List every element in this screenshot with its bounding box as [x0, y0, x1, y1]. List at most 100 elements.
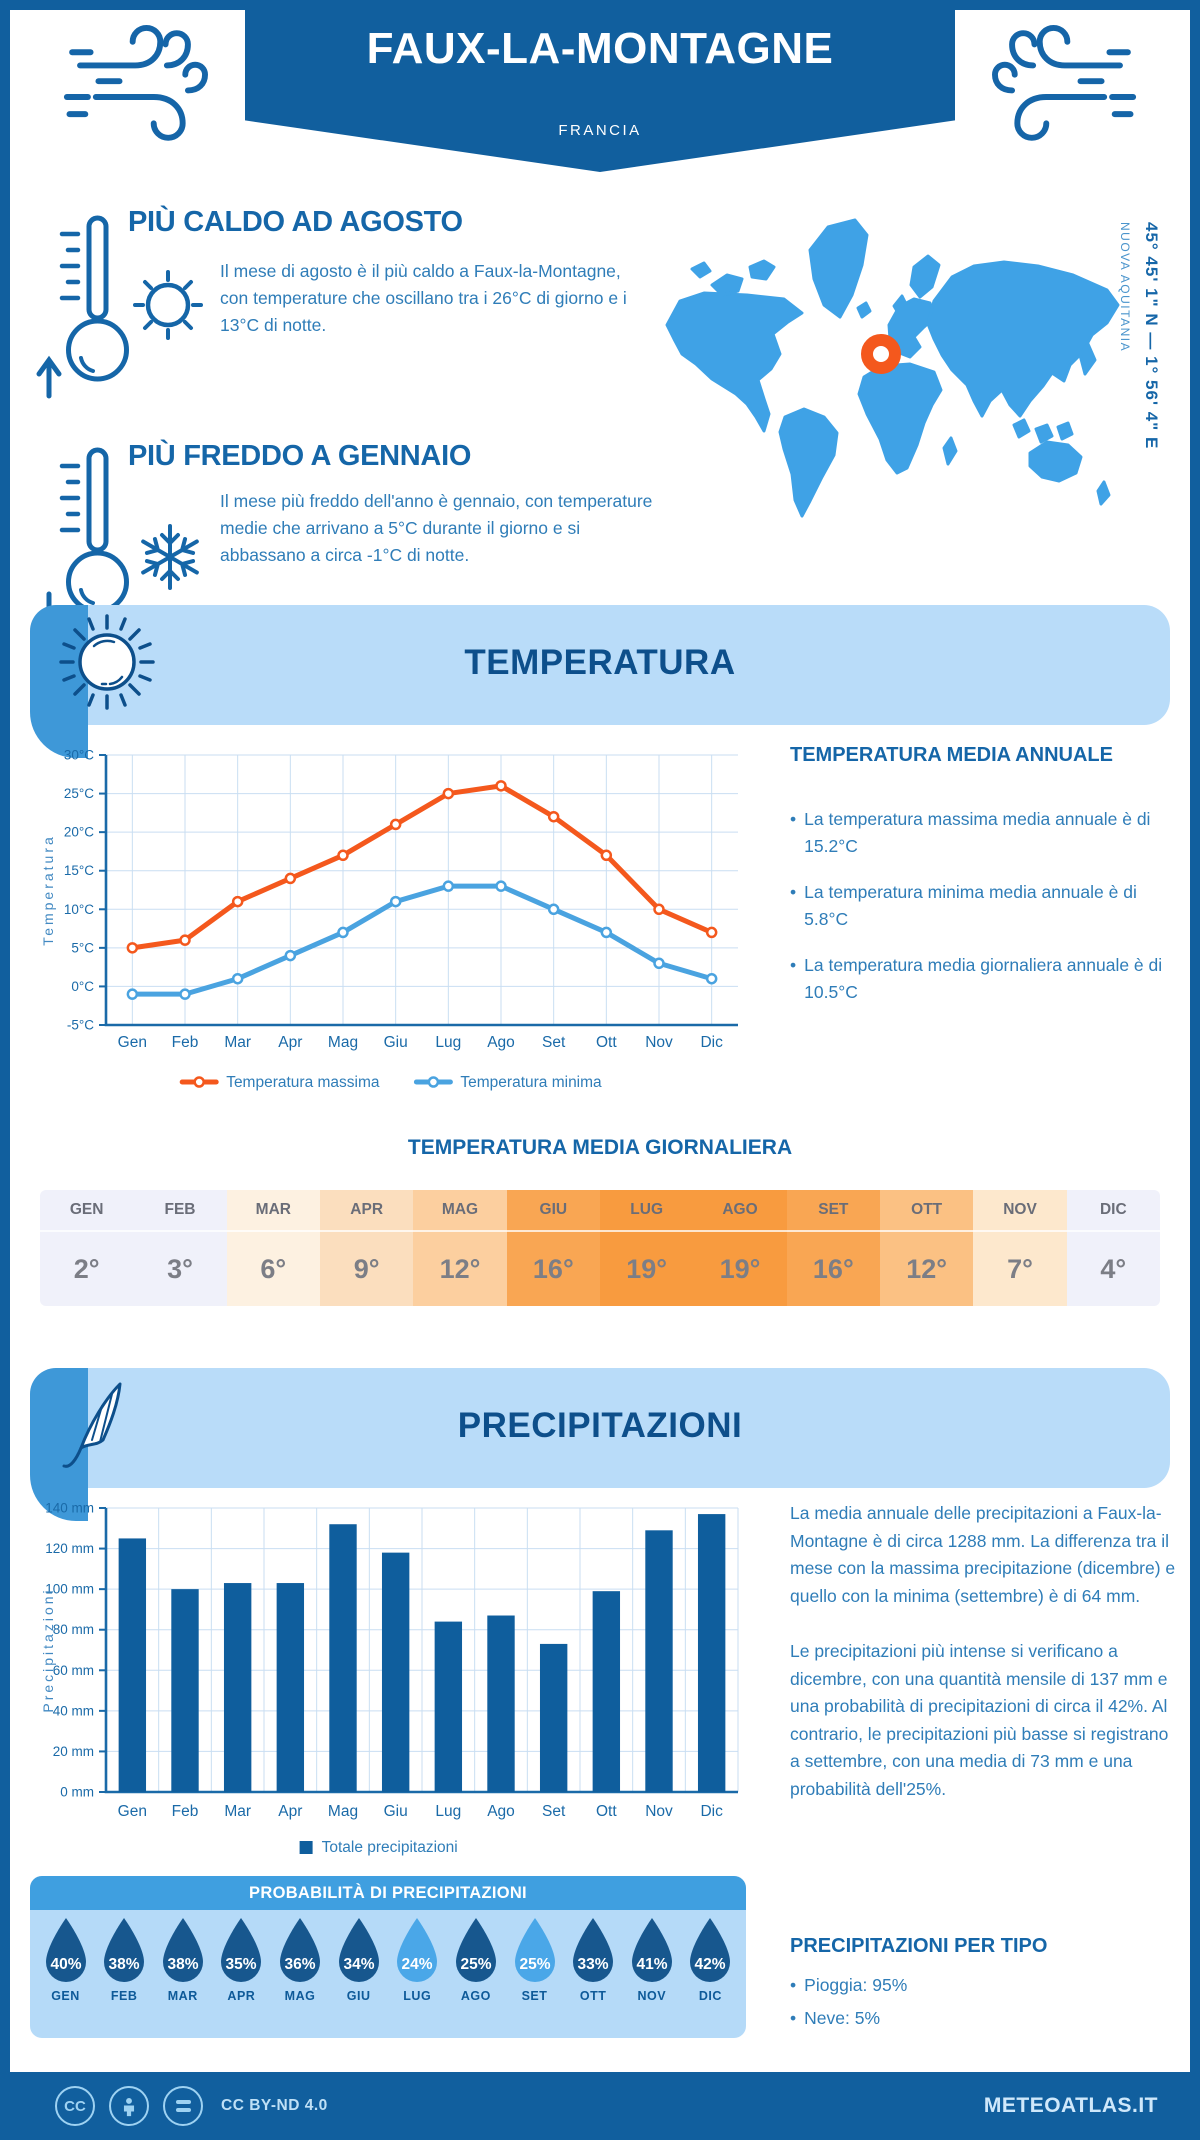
- license-label: CC BY-ND 4.0: [221, 2097, 328, 2114]
- svg-text:25°C: 25°C: [64, 786, 94, 801]
- table-month-header: GEN: [40, 1190, 134, 1232]
- droplet-month-label: APR: [227, 1989, 256, 2003]
- table-month-header: MAG: [413, 1190, 507, 1232]
- svg-text:33%: 33%: [578, 1956, 609, 1973]
- hot-month-title: PIÙ CALDO AD AGOSTO: [128, 206, 463, 238]
- bar: [223, 1583, 252, 1792]
- svg-text:Lug: Lug: [435, 1034, 461, 1051]
- temperature-section-title: TEMPERATURA: [464, 643, 736, 682]
- temperature-chart-svg: -5°C 0°C 5°C 10°C 15°C 20°C 25°C 30°C Gen Feb Mar A…: [40, 748, 738, 1091]
- droplet-icon: 36%: [280, 1918, 320, 1982]
- bar: [697, 1514, 726, 1792]
- droplet-icon: 40%: [45, 1918, 86, 1982]
- svg-text:Nov: Nov: [645, 1034, 673, 1051]
- probability-droplet: 42% DIC: [683, 1916, 738, 2003]
- droplet-icon: 34%: [338, 1918, 379, 1982]
- annual-temperature-bullets: • La temperatura massima media annuale è …: [790, 806, 1168, 1025]
- svg-text:34%: 34%: [343, 1956, 374, 1973]
- bar: [592, 1591, 621, 1792]
- svg-text:25%: 25%: [519, 1956, 550, 1973]
- svg-text:-5°C: -5°C: [67, 1018, 94, 1033]
- droplet-icon: 24%: [397, 1918, 438, 1982]
- svg-text:Totale precipitazioni: Totale precipitazioni: [322, 1839, 458, 1856]
- table-month-header: SET: [786, 1190, 880, 1232]
- bullet-dot: •: [790, 2008, 797, 2028]
- droplet-month-label: GIU: [346, 1989, 371, 2003]
- svg-text:Giu: Giu: [384, 1803, 408, 1820]
- svg-text:30°C: 30°C: [64, 748, 94, 763]
- droplet-icon: 35%: [221, 1918, 262, 1982]
- page-border-right: [1190, 0, 1200, 2140]
- table-month-header: OTT: [880, 1190, 974, 1232]
- table-month-header: LUG: [600, 1190, 694, 1232]
- daily-temperature-table-title: TEMPERATURA MEDIA GIORNALIERA: [407, 1136, 793, 1159]
- droplet-icon: 42%: [690, 1918, 731, 1982]
- droplet-month-label: OTT: [579, 1989, 607, 2003]
- probability-droplet: 25% AGO: [448, 1916, 503, 2003]
- probability-droplet: 33% OTT: [566, 1916, 621, 2003]
- series-line: [129, 783, 715, 951]
- svg-text:Temperatura massima: Temperatura massima: [226, 1074, 380, 1091]
- svg-text:100 mm: 100 mm: [45, 1582, 94, 1597]
- table-temperature-value: 16°: [506, 1232, 600, 1306]
- svg-text:Dic: Dic: [700, 1034, 723, 1051]
- probability-droplets-row: 40% GEN 38% FEB 38% MAR 35% APR 36% MAG 34% GIU 24% L…: [38, 1916, 738, 2003]
- svg-text:Set: Set: [542, 1803, 566, 1820]
- bar: [329, 1524, 357, 1792]
- bar: [487, 1615, 515, 1792]
- cc-icon: CC: [55, 2086, 95, 2126]
- droplet-icon: 25%: [514, 1918, 555, 1982]
- svg-text:25%: 25%: [460, 1956, 491, 1973]
- table-temperature-value: 9°: [320, 1232, 414, 1306]
- droplet-month-label: SET: [521, 1989, 548, 2003]
- table-temperature-value: 6°: [226, 1232, 320, 1306]
- svg-text:15°C: 15°C: [64, 863, 94, 878]
- bullet-text: Pioggia: 95%: [804, 1975, 908, 1995]
- annual-temp-bullet: • La temperatura minima media annuale è d…: [790, 879, 1168, 933]
- droplet-icon: 33%: [573, 1918, 614, 1982]
- svg-text:24%: 24%: [402, 1956, 433, 1973]
- svg-text:5°C: 5°C: [71, 940, 94, 955]
- svg-text:Apr: Apr: [278, 1034, 302, 1051]
- precipitation-chart-svg: 0 mm 20 mm 40 mm 60 mm 80 mm 100 mm 120 mm 140 …: [40, 1501, 739, 1856]
- bullet-text: Neve: 5%: [804, 2008, 881, 2028]
- bar: [118, 1538, 147, 1792]
- cold-month-text: Il mese più freddo dell'anno è gennaio, …: [220, 491, 653, 565]
- svg-text:Ago: Ago: [487, 1034, 515, 1051]
- wind-icon: [963, 22, 1148, 147]
- droplet-month-label: FEB: [110, 1989, 138, 2003]
- svg-text:Set: Set: [542, 1034, 566, 1051]
- table-month-header: FEB: [133, 1190, 227, 1232]
- bullet-dot: •: [790, 955, 797, 975]
- svg-text:Ott: Ott: [596, 1803, 617, 1820]
- table-month-header: MAR: [226, 1190, 320, 1232]
- svg-text:Mar: Mar: [224, 1034, 251, 1051]
- droplet-month-label: GEN: [51, 1989, 80, 2003]
- svg-text:Temperatura: Temperatura: [40, 834, 56, 946]
- table-temperature-value: 3°: [133, 1232, 227, 1306]
- svg-text:Dic: Dic: [700, 1803, 723, 1820]
- svg-text:140 mm: 140 mm: [45, 1501, 94, 1516]
- bar: [645, 1530, 673, 1792]
- bullet-dot: •: [790, 882, 797, 902]
- table-month-header: AGO: [693, 1190, 787, 1232]
- precipitation-banner-cap: [30, 1368, 88, 1521]
- precipitation-section-title: PRECIPITAZIONI: [457, 1406, 743, 1445]
- svg-text:36%: 36%: [284, 1956, 315, 1973]
- precipitation-by-type-title: PRECIPITAZIONI PER TIPO: [790, 1935, 1048, 1957]
- annual-temperature-title: TEMPERATURA MEDIA ANNUALE: [790, 744, 1113, 766]
- table-temperature-value: 19°: [600, 1232, 694, 1306]
- bar: [171, 1589, 199, 1792]
- probability-droplet: 34% GIU: [331, 1916, 386, 2003]
- svg-text:Ago: Ago: [487, 1803, 515, 1820]
- probability-droplet: 24% LUG: [390, 1916, 445, 2003]
- droplet-month-label: LUG: [403, 1989, 432, 2003]
- svg-text:Ott: Ott: [596, 1034, 617, 1051]
- probability-droplet: 35% APR: [214, 1916, 269, 2003]
- droplet-month-label: MAG: [284, 1989, 316, 2003]
- footer: CC CC BY-ND 4.0 METEOATLAS.IT: [0, 2072, 1200, 2140]
- site-label: METEOATLAS.IT: [983, 2094, 1158, 2117]
- svg-text:Feb: Feb: [172, 1034, 199, 1051]
- table-month-header: DIC: [1066, 1190, 1160, 1232]
